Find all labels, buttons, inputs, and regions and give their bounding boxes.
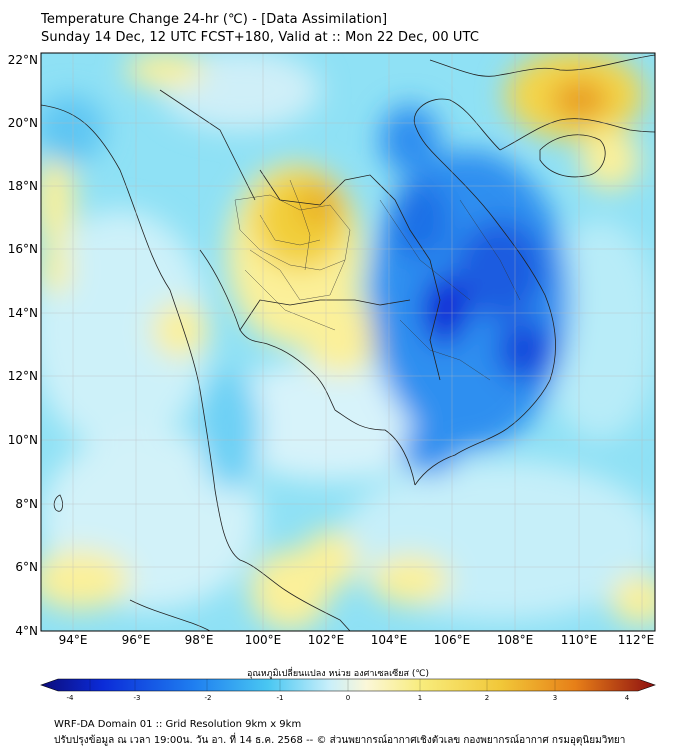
lat-label: 10°N: [8, 433, 38, 447]
lat-label: 22°N: [8, 53, 38, 67]
map-frame: [40, 52, 656, 632]
lon-label: 110°E: [561, 633, 598, 647]
longitude-axis: 94°E 96°E 98°E 100°E 102°E 104°E 106°E 1…: [59, 633, 655, 647]
lon-label: 112°E: [618, 633, 655, 647]
lon-label: 100°E: [245, 633, 282, 647]
colorbar: -4 -3 -2 -1 0 1 2 3 4: [40, 678, 656, 702]
lon-label: 98°E: [185, 633, 214, 647]
colorbar-title: อุณหภูมิเปลี่ยนแปลง หน่วย องศาเซลเซียส (…: [246, 669, 430, 679]
colorbar-tick: 4: [625, 694, 630, 702]
lat-label: 18°N: [8, 179, 38, 193]
lat-label: 4°N: [15, 624, 38, 638]
lat-label: 20°N: [8, 116, 38, 130]
colorbar-tick: 1: [418, 694, 422, 702]
lat-label: 6°N: [15, 560, 38, 574]
lat-label: 16°N: [8, 242, 38, 256]
lat-label: 12°N: [8, 369, 38, 383]
colorbar-tick: 3: [553, 694, 557, 702]
lon-label: 106°E: [434, 633, 471, 647]
map-subtitle: Sunday 14 Dec, 12 UTC FCST+180, Valid at…: [41, 30, 479, 45]
lon-label: 96°E: [122, 633, 151, 647]
colorbar-tick: -4: [67, 694, 75, 702]
lat-label: 14°N: [8, 306, 38, 320]
footer-model-info: WRF-DA Domain 01 :: Grid Resolution 9km …: [54, 719, 302, 730]
coastline-outlines: [41, 54, 655, 631]
colorbar-tick: 0: [346, 694, 350, 702]
lon-label: 108°E: [497, 633, 534, 647]
footer-credit: ปรับปรุงข้อมูล ณ เวลา 19:00น. วัน อา. ที…: [54, 735, 626, 746]
colorbar-tick: -2: [205, 694, 212, 702]
lon-label: 104°E: [371, 633, 408, 647]
colorbar-tick: 2: [485, 694, 489, 702]
map-title: Temperature Change 24-hr (℃) - [Data Ass…: [41, 12, 388, 27]
lon-label: 94°E: [59, 633, 88, 647]
colorbar-tick: -3: [134, 694, 141, 702]
colorbar-ramp: [40, 678, 656, 692]
latitude-axis: 22°N 20°N 18°N 16°N 14°N 12°N 10°N 8°N 6…: [8, 53, 38, 638]
colorbar-tick: -1: [277, 694, 284, 702]
lat-label: 8°N: [15, 497, 38, 511]
graticule: [41, 53, 655, 631]
lon-label: 102°E: [308, 633, 345, 647]
province-borders: [234, 179, 521, 381]
temperature-field: [41, 53, 655, 631]
